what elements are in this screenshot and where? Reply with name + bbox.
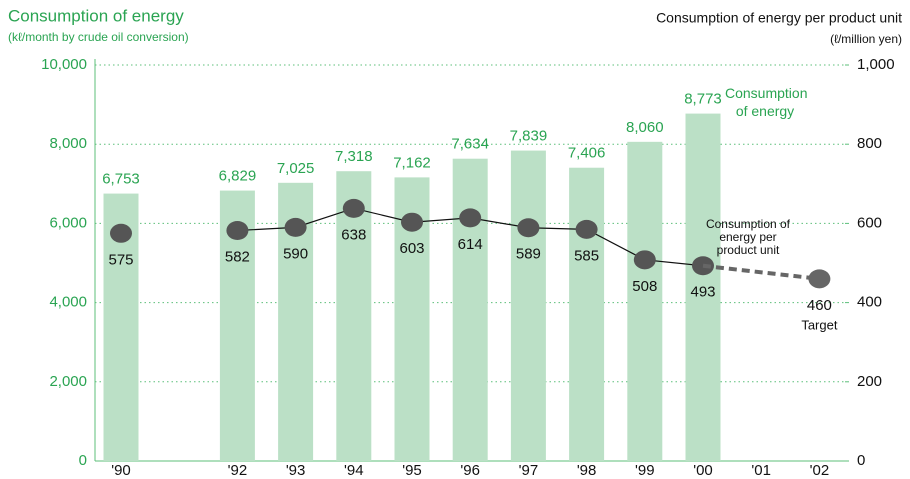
line-value-label: 575 (108, 251, 133, 268)
line-marker (226, 221, 249, 241)
y-tick-label: 10,000 (41, 56, 87, 73)
y2-tick-label: 400 (857, 294, 882, 311)
bar-value-label: 7,634 (451, 136, 489, 153)
target-line (702, 263, 820, 281)
bar (510, 150, 546, 461)
line-marker (284, 217, 307, 237)
line-marker (575, 219, 598, 239)
line-value-label: 589 (516, 246, 541, 263)
x-tick-label: '01 (751, 462, 771, 479)
target-marker (808, 269, 831, 289)
x-tick-label: '93 (286, 462, 306, 479)
y-tick-label: 2,000 (49, 373, 87, 390)
x-tick-label: '94 (344, 462, 364, 479)
y-tick-label: 4,000 (49, 294, 87, 311)
y-tick-label: 8,000 (49, 135, 87, 152)
x-tick-label: '96 (460, 462, 480, 479)
bar (569, 167, 605, 461)
x-tick-label: '95 (402, 462, 422, 479)
x-tick-label: '99 (635, 462, 655, 479)
y2-subtitle: (ℓ/million yen) (830, 32, 902, 46)
target-value-label: 460 (807, 297, 832, 314)
bar (336, 171, 372, 461)
y2-tick-label: 600 (857, 214, 882, 231)
bar-value-label: 7,406 (568, 145, 606, 162)
y2-tick-label: 0 (857, 452, 865, 469)
bar-value-label: 7,025 (277, 160, 315, 177)
bar-series-name: Consumption of energy (725, 84, 808, 119)
y2-title: Consumption of energy per product unit (656, 10, 902, 26)
y2-tick-label: 1,000 (857, 56, 895, 73)
chart-title: Consumption of energy (8, 6, 184, 25)
bar-value-label: 6,753 (102, 171, 140, 188)
line-marker (342, 198, 365, 218)
x-tick-label: '92 (228, 462, 248, 479)
line-value-label: 585 (574, 247, 599, 264)
line-value-label: 590 (283, 245, 308, 262)
bar (452, 158, 488, 461)
line-marker (459, 208, 482, 228)
line-value-label: 603 (399, 240, 424, 257)
line-marker (401, 212, 423, 232)
x-tick-label: '00 (693, 462, 713, 479)
line-value-label: 638 (341, 226, 366, 243)
bar-value-label: 8,773 (684, 91, 722, 108)
line-value-label: 493 (690, 284, 715, 301)
bar-value-label: 7,162 (393, 154, 431, 171)
y2-tick-label: 200 (857, 373, 882, 390)
bar-value-label: 7,839 (510, 128, 548, 145)
x-tick-label: '90 (111, 462, 131, 479)
bar (627, 141, 663, 461)
line-marker (633, 250, 656, 270)
y-tick-label: 0 (79, 452, 87, 469)
bar-value-label: 6,829 (219, 168, 257, 185)
bar-value-label: 7,318 (335, 148, 373, 165)
line-marker (110, 223, 132, 243)
bar-value-label: 8,060 (626, 119, 664, 136)
x-tick-label: '97 (519, 462, 539, 479)
line-marker (517, 218, 540, 238)
y2-tick-label: 800 (857, 135, 882, 152)
target-name: Target (801, 317, 838, 332)
line-series-name: Consumption of energy per product unit (705, 216, 791, 257)
line-value-label: 582 (225, 248, 250, 265)
y-tick-label: 6,000 (49, 214, 87, 231)
x-tick-label: '98 (577, 462, 597, 479)
chart-subtitle: (kℓ/month by crude oil conversion) (8, 30, 189, 44)
bar (685, 113, 721, 461)
line-value-label: 614 (458, 236, 483, 253)
line-value-label: 508 (632, 278, 657, 295)
x-tick-label: '02 (810, 462, 830, 479)
